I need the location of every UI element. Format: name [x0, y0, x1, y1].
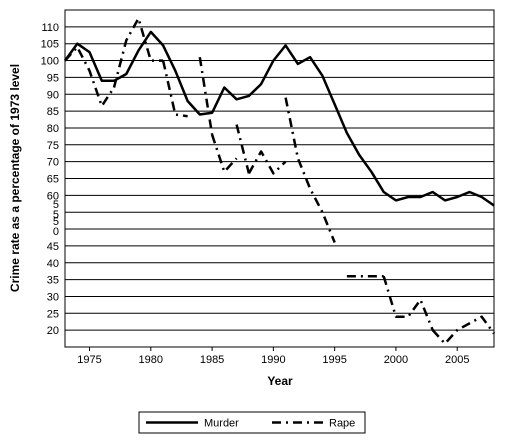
y-tick-label: 75	[47, 140, 59, 152]
series-line-rape	[235, 124, 251, 174]
series-line-rape	[161, 60, 188, 118]
y-tick-label: 110	[41, 22, 59, 34]
y-tick-label: 85	[47, 106, 59, 118]
series-line-rape	[198, 57, 214, 135]
gridlines	[65, 26, 494, 331]
y-tick-label: 105	[41, 39, 59, 51]
legend-box	[138, 411, 366, 434]
x-tick-label: 1975	[77, 354, 101, 366]
y-tick-label: 25	[47, 308, 59, 320]
series-line-rape	[64, 45, 116, 108]
legend-label-murder: Murder	[204, 418, 239, 430]
y-tick-label: 20	[47, 325, 59, 337]
x-tick-label: 1985	[200, 354, 224, 366]
y-tick-label: 80	[47, 123, 59, 135]
y-tick-label: 90	[47, 89, 59, 101]
y-tick-label: 70	[47, 157, 59, 169]
y-axis: 20 25 30 35 40 45 5 05 560 65 70 75 80 85 90 95 100 105 11…	[41, 22, 59, 337]
series-line-rape	[431, 315, 496, 345]
y-tick-label: 60	[47, 190, 59, 202]
plot-area-border	[64, 9, 495, 348]
y-tick-label: 45	[47, 241, 59, 253]
series-line-rape	[284, 97, 336, 243]
x-tick-label: 1995	[322, 354, 346, 366]
series-lines	[63, 17, 496, 345]
x-tick-label: 1980	[139, 354, 163, 366]
legend: Murder Rape	[138, 411, 366, 434]
x-axis-label: Year	[267, 374, 293, 388]
x-tick-label: 1990	[261, 354, 285, 366]
y-tick-label: 95	[47, 72, 59, 84]
series-line-rape	[382, 275, 434, 331]
y-tick-label: 35	[47, 275, 59, 287]
y-tick-label: 65	[47, 174, 59, 186]
x-tick-label: 2000	[384, 354, 408, 366]
y-tick-label: 40	[47, 258, 59, 270]
x-tick-label: 2005	[445, 354, 469, 366]
series-line-murder	[63, 30, 495, 207]
y-tick-label: 30	[47, 291, 59, 303]
y-tick-label: 100	[41, 56, 59, 68]
x-axis: 1975 1980 1985 1990 1995 2000 2005	[77, 347, 469, 366]
legend-label-rape: Rape	[329, 418, 355, 430]
y-axis-label: Crime rate as a percentage of 1973 level	[8, 64, 22, 292]
